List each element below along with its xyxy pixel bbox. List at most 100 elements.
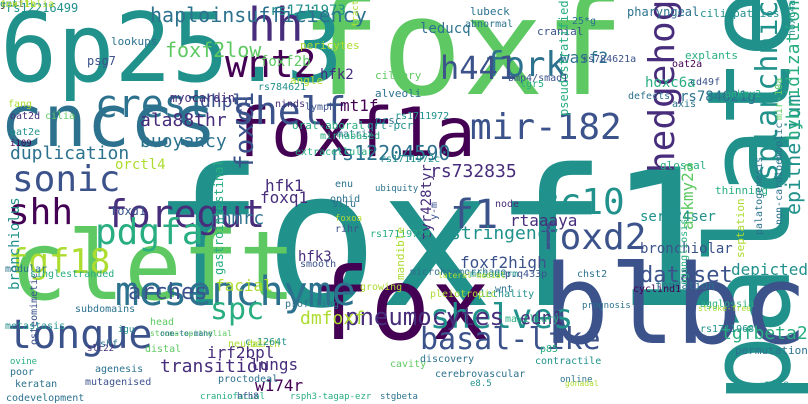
cloud-word: microhaemorrhage bbox=[410, 267, 507, 278]
cloud-word: foxd2 bbox=[538, 217, 647, 258]
cloud-word: stgbeta bbox=[380, 392, 418, 402]
cloud-word: dhplc bbox=[200, 91, 255, 112]
cloud-word: ser424ser bbox=[640, 209, 716, 225]
cloud-word: agenesis bbox=[95, 364, 144, 375]
cloud-word: hoxc6a bbox=[645, 75, 696, 91]
cloud-word: rsph3-tagap-ezr bbox=[290, 392, 372, 402]
cloud-word: pericytes bbox=[300, 39, 360, 52]
cloud-word: pharyngeal bbox=[627, 5, 700, 19]
cloud-word: 6p25.3 bbox=[0, 0, 344, 104]
cloud-word: stringency bbox=[450, 223, 559, 244]
cloud-word: prognosis bbox=[582, 301, 631, 311]
cloud-word: shelves bbox=[430, 297, 574, 337]
cloud-word: distal bbox=[145, 344, 182, 355]
cloud-word: j.-t bbox=[0, 0, 25, 10]
cloud-word: mir-10a bbox=[774, 77, 785, 120]
cloud-word: ciliary bbox=[375, 69, 422, 82]
cloud-word: stroke-free bbox=[698, 304, 751, 313]
cloud-word: mtle bbox=[765, 379, 790, 390]
cloud-word: node bbox=[495, 199, 520, 210]
cloud-word: non-cardioembolic bbox=[774, 122, 785, 225]
cloud-word: growing bbox=[360, 282, 403, 293]
cloud-word: psg7 bbox=[87, 54, 116, 68]
cloud-word: neural bbox=[228, 339, 265, 350]
cloud-word: rs1711972c bbox=[380, 154, 441, 165]
cloud-word: defects bbox=[628, 91, 671, 102]
cloud-word: foxoa bbox=[335, 214, 363, 224]
cloud-word: proctodeal bbox=[218, 374, 279, 385]
cloud-word: wnt bbox=[495, 284, 514, 295]
cloud-word: gastrointestinal bbox=[212, 159, 226, 275]
cloud-word: rs784621g bbox=[680, 89, 756, 105]
cloud-word: fondation bbox=[655, 279, 715, 292]
cloud-word: ophid bbox=[330, 194, 361, 205]
cloud-word: crest bbox=[95, 82, 210, 126]
cloud-word: modular bbox=[5, 264, 48, 275]
cloud-word: shf bbox=[100, 339, 119, 350]
cloud-word: h441 bbox=[440, 49, 518, 87]
cloud-word: lubeck bbox=[470, 5, 510, 18]
cloud-word: foxf1 bbox=[150, 129, 722, 350]
cloud-word: subdomains bbox=[75, 304, 136, 315]
cloud-word: oral-aboral bbox=[292, 119, 365, 132]
cloud-word: metastasis bbox=[5, 321, 66, 332]
cloud-word: arches bbox=[128, 280, 208, 305]
cloud-word: facial bbox=[215, 276, 273, 295]
cloud-word: pdgfa bbox=[95, 212, 204, 253]
cloud-word: dmfoxf bbox=[300, 308, 366, 329]
cloud-word: hfk2 bbox=[320, 67, 354, 83]
cloud-word: shelf bbox=[232, 89, 347, 133]
cloud-word: dataset bbox=[640, 263, 733, 288]
cloud-word: glossal bbox=[660, 159, 707, 172]
cloud-word: p85 bbox=[540, 344, 559, 355]
cloud-word: buoyancy bbox=[140, 131, 227, 152]
cloud-word: palatogenesis bbox=[754, 156, 765, 235]
cloud-word: rs1711972 bbox=[395, 111, 450, 122]
cloud-word: mesenchyme bbox=[115, 269, 356, 315]
cloud-word: f1 bbox=[450, 192, 499, 238]
cloud-word: irf2bpl bbox=[207, 343, 275, 362]
cloud-word: situ bbox=[332, 199, 357, 210]
cloud-word: ala88thr bbox=[140, 110, 227, 131]
cloud-word: rs12204590 bbox=[330, 141, 451, 165]
cloud-word: codevelopment bbox=[6, 393, 85, 404]
cloud-word: discovery bbox=[420, 354, 475, 365]
cloud-word: spc bbox=[210, 292, 265, 327]
cloud-word: wasf2 bbox=[560, 48, 609, 67]
cloud-word: fgf18 bbox=[8, 242, 111, 282]
cloud-word: foxf2b bbox=[260, 54, 311, 70]
cloud-word: explants bbox=[685, 49, 738, 62]
cloud-word: foxf2low bbox=[165, 38, 262, 62]
cloud-word: mir-182 bbox=[470, 107, 622, 148]
cloud-word: head bbox=[150, 317, 175, 328]
cloud-word: pneumocytes bbox=[345, 303, 504, 331]
cloud-word: fork bbox=[484, 45, 566, 85]
cloud-word: mt1f bbox=[340, 96, 379, 115]
cloud-word: p.q433p bbox=[505, 269, 548, 280]
cloud-word: cc10 bbox=[538, 182, 625, 223]
cloud-word: w174r bbox=[255, 376, 304, 395]
cloud-word: blbc bbox=[543, 241, 808, 369]
cloud-word: ubiquity bbox=[375, 184, 419, 194]
cloud-word: c.1264t bbox=[245, 337, 288, 348]
cloud-word: contractile bbox=[535, 356, 602, 367]
cloud-word: rs784621a bbox=[582, 54, 637, 65]
cloud-word: pleiotropic bbox=[430, 289, 497, 300]
cloud-word: enu bbox=[335, 179, 354, 190]
cloud-word: leducq bbox=[420, 21, 471, 37]
cloud-word: nhmrc bbox=[210, 208, 265, 229]
cloud-word: sonic bbox=[12, 159, 121, 200]
cloud-word: agangliosis bbox=[679, 218, 690, 285]
cloud-word: online bbox=[560, 375, 593, 385]
cloud-word: lookups bbox=[111, 35, 158, 48]
cloud-word: cavity bbox=[390, 359, 427, 370]
cloud-word: oat2a bbox=[672, 59, 703, 70]
cloud-word: cilia bbox=[45, 111, 76, 122]
cloud-word: orctl4 bbox=[115, 157, 166, 173]
cloud-word: i109 bbox=[10, 139, 32, 149]
cloud-word: osteomimetic bbox=[29, 272, 40, 345]
cloud-word: mandible bbox=[394, 227, 407, 280]
cloud-word: foxd1 bbox=[110, 204, 147, 218]
cloud-word: foxf2high bbox=[460, 253, 547, 272]
